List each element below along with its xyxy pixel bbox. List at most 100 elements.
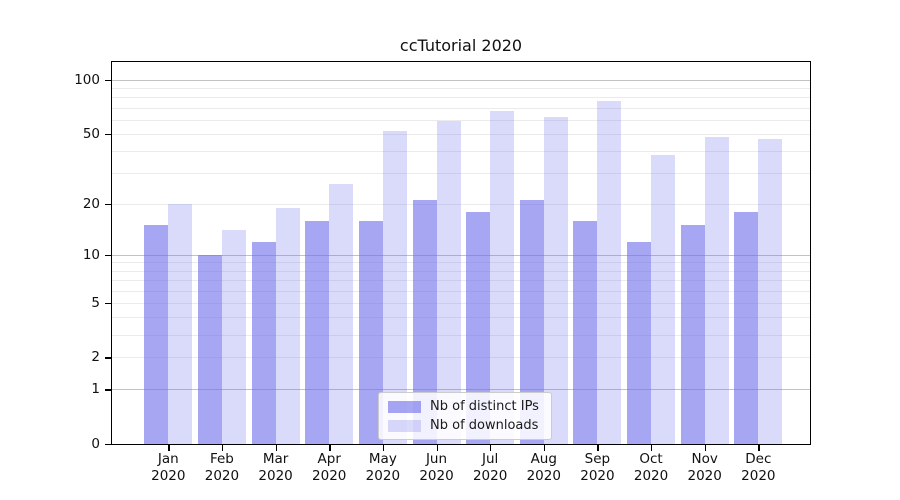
bar-downloads-oct (651, 155, 676, 444)
y-tick-label-100: 100 (74, 72, 100, 89)
x-tick-jul (490, 444, 492, 451)
gridline-minor-3 (112, 334, 810, 336)
y-tick-5 (105, 302, 112, 304)
bar-downloads-sep (597, 101, 622, 444)
x-label-feb: Feb 2020 (205, 451, 239, 485)
x-tick-mar (275, 444, 277, 451)
legend-swatch-distinct-ips-icon (388, 400, 421, 413)
x-tick-sep (597, 444, 599, 451)
bar-downloads-may (382, 130, 407, 444)
gridline-major-100 (112, 80, 810, 82)
bar-distinct-ips-mar (251, 241, 276, 444)
bar-downloads-nov (704, 137, 729, 444)
gridline-minor-5 (112, 302, 810, 304)
y-tick-label-50: 50 (82, 125, 100, 142)
x-label-year: 2020 (687, 468, 722, 484)
x-label-oct: Oct 2020 (634, 451, 668, 485)
x-tick-may (382, 444, 385, 451)
gridline-minor-4 (112, 317, 810, 319)
x-label-year: 2020 (526, 468, 561, 484)
x-tick-jan (168, 444, 170, 451)
x-label-month: Nov (691, 451, 718, 467)
legend-swatch-downloads-icon (388, 419, 421, 432)
y-tick-100 (105, 80, 112, 82)
legend: Nb of distinct IPs Nb of downloads (378, 392, 552, 440)
x-tick-dec (758, 444, 760, 451)
gridline-major-1 (112, 389, 810, 391)
bar-distinct-ips-feb (197, 254, 222, 444)
x-label-year: 2020 (472, 468, 508, 484)
x-label-jun: Jun 2020 (419, 451, 453, 485)
legend-label-distinct-ips: Nb of distinct IPs (430, 399, 539, 414)
y-tick-label-10: 10 (82, 246, 100, 263)
y-tick-1 (105, 389, 112, 391)
gridline-minor-40 (112, 151, 810, 153)
y-tick-label-0: 0 (91, 436, 100, 452)
x-label-year: 2020 (365, 468, 401, 484)
bar-downloads-aug (543, 117, 568, 444)
x-label-month: Jan (157, 451, 179, 467)
bar-downloads-jan (168, 203, 193, 444)
legend-item-distinct-ips: Nb of distinct IPs (388, 399, 539, 414)
bar-downloads-mar (275, 207, 300, 444)
plot-area: Jan 2020 Feb 2020 Mar 2020 Apr 2020 May 2020 Jun 20… (74, 61, 811, 484)
x-label-month: Oct (639, 451, 663, 467)
y-tick-label-5: 5 (91, 294, 100, 311)
y-tick-2 (105, 357, 112, 359)
gridline-minor-50 (112, 133, 810, 135)
y-tick-20 (105, 203, 112, 206)
x-label-year: 2020 (151, 468, 186, 484)
x-label-year: 2020 (633, 468, 669, 484)
y-tick-0 (105, 444, 112, 446)
gridline-major-10 (112, 254, 810, 256)
y-tick-label-2: 2 (91, 349, 100, 366)
bar-distinct-ips-sep (573, 220, 598, 444)
y-tick-10 (105, 254, 112, 257)
y-tick-label-1: 1 (91, 381, 100, 398)
chart-title: ccTutorial 2020 (399, 36, 523, 55)
x-label-month: Jul (481, 451, 499, 467)
x-label-jan: Jan 2020 (151, 451, 185, 485)
legend-item-downloads: Nb of downloads (388, 418, 539, 433)
bar-distinct-ips-nov (680, 225, 705, 444)
legend-label-downloads: Nb of downloads (430, 418, 539, 433)
x-tick-apr (329, 444, 331, 451)
x-label-year: 2020 (580, 468, 615, 484)
x-label-month: Jun (425, 451, 448, 467)
x-label-month: May (368, 451, 397, 467)
bar-downloads-feb (221, 230, 246, 444)
gridline-minor-9 (112, 262, 810, 264)
x-tick-nov (704, 444, 706, 451)
x-tick-feb (221, 444, 224, 451)
x-label-month: Sep (584, 451, 611, 467)
x-label-month: Feb (209, 451, 234, 467)
gridline-minor-6 (112, 290, 810, 292)
gridline-minor-90 (112, 88, 810, 90)
x-label-month: Dec (745, 451, 772, 467)
bar-downloads-jul (490, 111, 515, 444)
x-label-year: 2020 (312, 468, 347, 484)
bar-downloads-jun (436, 121, 461, 444)
bar-downloads-apr (329, 184, 354, 444)
gridline-minor-2 (112, 357, 810, 359)
x-label-aug: Aug 2020 (527, 451, 561, 485)
x-label-year: 2020 (741, 468, 776, 484)
x-label-year: 2020 (258, 468, 293, 484)
x-label-nov: Nov 2020 (688, 451, 722, 485)
x-label-may: May 2020 (366, 451, 400, 485)
y-tick-label-20: 20 (82, 195, 100, 212)
x-label-month: Mar (262, 451, 289, 467)
x-label-mar: Mar 2020 (258, 451, 292, 485)
bar-downloads-dec (758, 138, 783, 444)
x-label-jul: Jul 2020 (473, 451, 507, 485)
y-tick-50 (105, 133, 112, 136)
x-tick-oct (651, 444, 653, 451)
bar-distinct-ips-jan (144, 225, 169, 444)
bar-distinct-ips-oct (627, 241, 652, 444)
x-label-dec: Dec 2020 (741, 451, 775, 485)
gridline-minor-70 (112, 107, 810, 109)
gridline-minor-8 (112, 270, 810, 272)
gridline-minor-60 (112, 119, 810, 121)
x-label-apr: Apr 2020 (312, 451, 346, 485)
